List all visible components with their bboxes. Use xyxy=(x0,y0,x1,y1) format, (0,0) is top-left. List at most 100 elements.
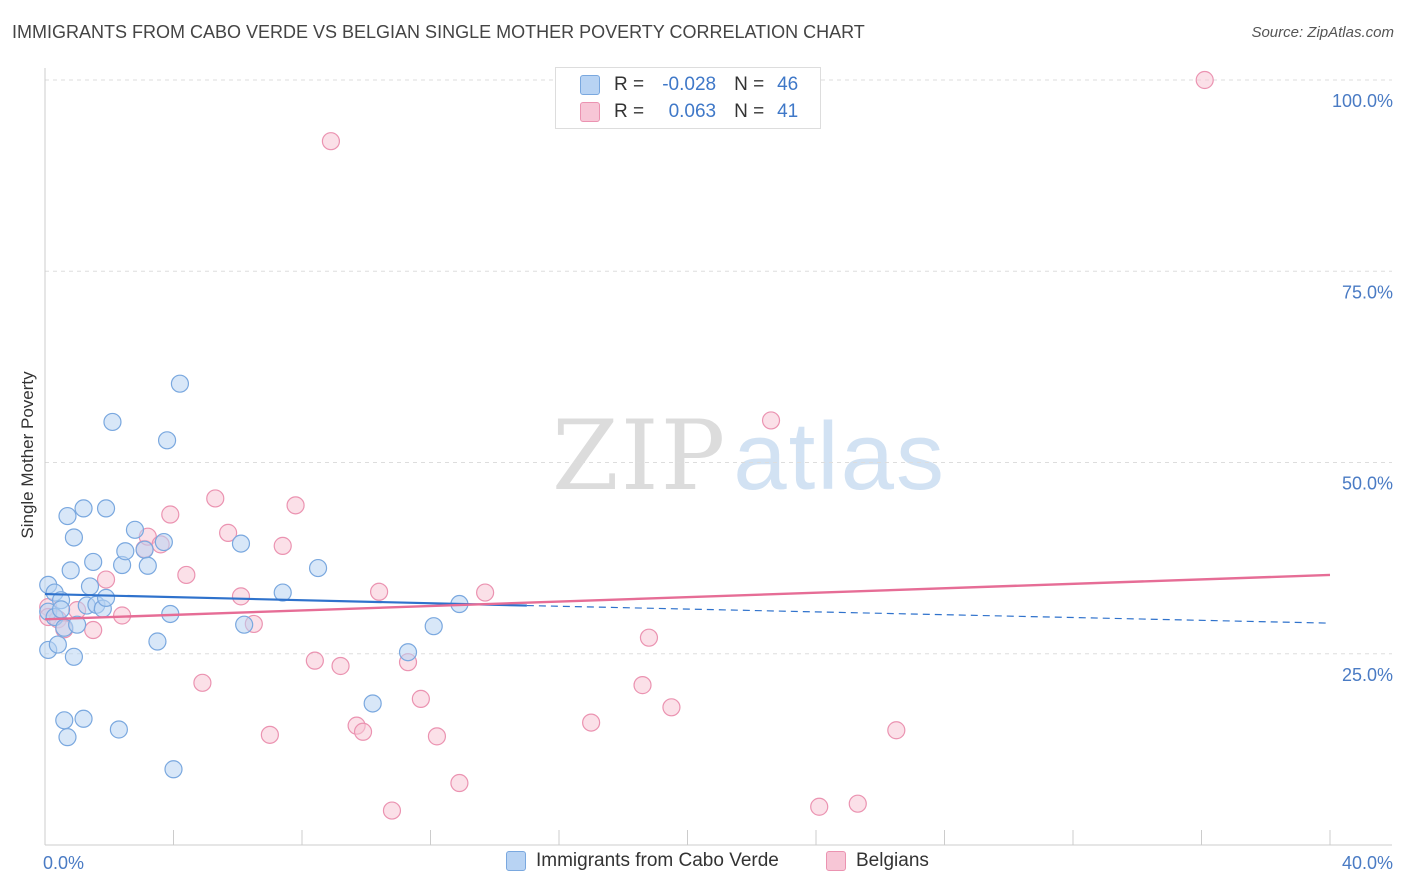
point-cabo-verde xyxy=(125,520,145,539)
point-belgians xyxy=(848,794,867,813)
legend-item-cabo-verde: Immigrants from Cabo Verde xyxy=(506,850,779,872)
point-cabo-verde xyxy=(48,635,67,654)
point-belgians xyxy=(427,727,447,746)
point-belgians xyxy=(321,132,341,151)
point-cabo-verde xyxy=(135,540,154,559)
point-belgians xyxy=(193,673,212,692)
point-cabo-verde xyxy=(231,534,251,553)
source-credit: Source: ZipAtlas.com xyxy=(1251,24,1394,41)
point-cabo-verde xyxy=(51,600,71,619)
point-cabo-verde xyxy=(363,694,382,713)
point-cabo-verde xyxy=(103,412,122,432)
point-cabo-verde xyxy=(164,760,183,779)
point-cabo-verde xyxy=(74,499,93,518)
point-cabo-verde xyxy=(170,374,190,393)
r-value: -0.028 xyxy=(662,74,717,95)
point-belgians xyxy=(286,496,305,515)
point-cabo-verde xyxy=(58,506,77,526)
n-label: N = xyxy=(734,101,765,122)
point-cabo-verde xyxy=(64,528,84,547)
point-cabo-verde xyxy=(424,617,443,636)
legend-row-cabo-verde: R = -0.028 N = 46 xyxy=(580,74,798,96)
point-belgians xyxy=(887,721,906,740)
point-cabo-verde xyxy=(154,532,173,552)
point-belgians xyxy=(810,797,829,816)
legend-swatch-pink xyxy=(826,851,846,871)
r-label: R = xyxy=(614,74,645,95)
point-belgians xyxy=(96,570,116,589)
point-belgians xyxy=(177,565,196,585)
watermark-zip: ZIP xyxy=(552,400,728,512)
point-cabo-verde xyxy=(74,709,93,728)
n-value: 46 xyxy=(777,74,799,95)
point-belgians xyxy=(219,523,238,542)
point-cabo-verde xyxy=(68,615,87,634)
legend-row-belgians: R = 0.063 N = 41 xyxy=(580,101,798,123)
point-belgians xyxy=(639,628,659,647)
grid-lines xyxy=(45,79,1392,655)
data-points xyxy=(39,70,1214,820)
point-cabo-verde xyxy=(58,728,77,747)
trend-line-cabo-verde xyxy=(44,592,527,607)
point-belgians xyxy=(305,651,324,670)
point-cabo-verde xyxy=(80,577,100,596)
point-cabo-verde xyxy=(148,632,167,651)
legend-swatch-blue xyxy=(506,851,526,871)
point-cabo-verde xyxy=(273,583,292,602)
trend-line-cabo-verde-extension xyxy=(526,604,1331,624)
tick-labels: 25.0% 50.0% 75.0% 100.0% 0.0% 40.0% xyxy=(43,91,1393,873)
correlation-legend: R = -0.028 N = 46 R = 0.063 N = 41 xyxy=(555,67,821,129)
n-label: N = xyxy=(734,74,765,95)
x-tick-label: 40.0% xyxy=(1342,853,1393,873)
point-belgians xyxy=(260,725,279,744)
legend-swatch-blue xyxy=(580,75,600,95)
point-belgians xyxy=(450,773,469,793)
point-cabo-verde xyxy=(308,558,328,578)
chart-title: IMMIGRANTS FROM CABO VERDE VS BELGIAN SI… xyxy=(12,22,865,42)
point-belgians xyxy=(231,587,251,606)
point-cabo-verde xyxy=(64,647,84,666)
point-belgians xyxy=(382,801,402,820)
point-belgians xyxy=(273,536,292,555)
legend-item-belgians: Belgians xyxy=(826,850,929,872)
series-legend: Immigrants from Cabo Verde Belgians xyxy=(0,850,1406,880)
r-value: 0.063 xyxy=(668,101,717,122)
point-cabo-verde xyxy=(398,643,418,662)
n-value: 41 xyxy=(777,101,799,122)
trend-line-belgians xyxy=(44,573,1331,621)
point-cabo-verde xyxy=(84,552,103,572)
point-cabo-verde xyxy=(235,615,254,634)
r-label: R = xyxy=(614,101,645,122)
point-belgians xyxy=(582,713,601,732)
point-belgians xyxy=(411,689,430,708)
y-tick-label: 100.0% xyxy=(1332,91,1393,111)
point-cabo-verde xyxy=(96,499,116,518)
point-belgians xyxy=(370,582,389,601)
point-belgians xyxy=(761,411,781,430)
y-tick-label: 50.0% xyxy=(1342,474,1393,494)
point-belgians xyxy=(662,698,681,717)
point-belgians xyxy=(1195,70,1214,90)
point-cabo-verde xyxy=(109,720,128,739)
point-cabo-verde xyxy=(55,711,74,730)
point-cabo-verde xyxy=(96,588,116,608)
point-belgians xyxy=(353,722,373,741)
y-tick-label: 25.0% xyxy=(1342,665,1393,685)
legend-label-belgians: Belgians xyxy=(856,850,929,871)
point-belgians xyxy=(633,676,652,695)
point-belgians xyxy=(84,620,103,640)
point-belgians xyxy=(161,505,180,524)
y-tick-label: 75.0% xyxy=(1342,282,1393,302)
point-belgians xyxy=(331,656,350,676)
x-tick-label: 0.0% xyxy=(43,853,84,873)
point-cabo-verde xyxy=(116,542,135,561)
trend-lines xyxy=(44,573,1331,624)
point-cabo-verde xyxy=(61,561,80,580)
point-cabo-verde xyxy=(138,556,157,575)
point-cabo-verde xyxy=(157,431,177,450)
legend-swatch-pink xyxy=(580,102,600,122)
point-belgians xyxy=(206,489,225,508)
point-belgians xyxy=(476,583,495,602)
legend-label-cabo-verde: Immigrants from Cabo Verde xyxy=(536,850,779,871)
